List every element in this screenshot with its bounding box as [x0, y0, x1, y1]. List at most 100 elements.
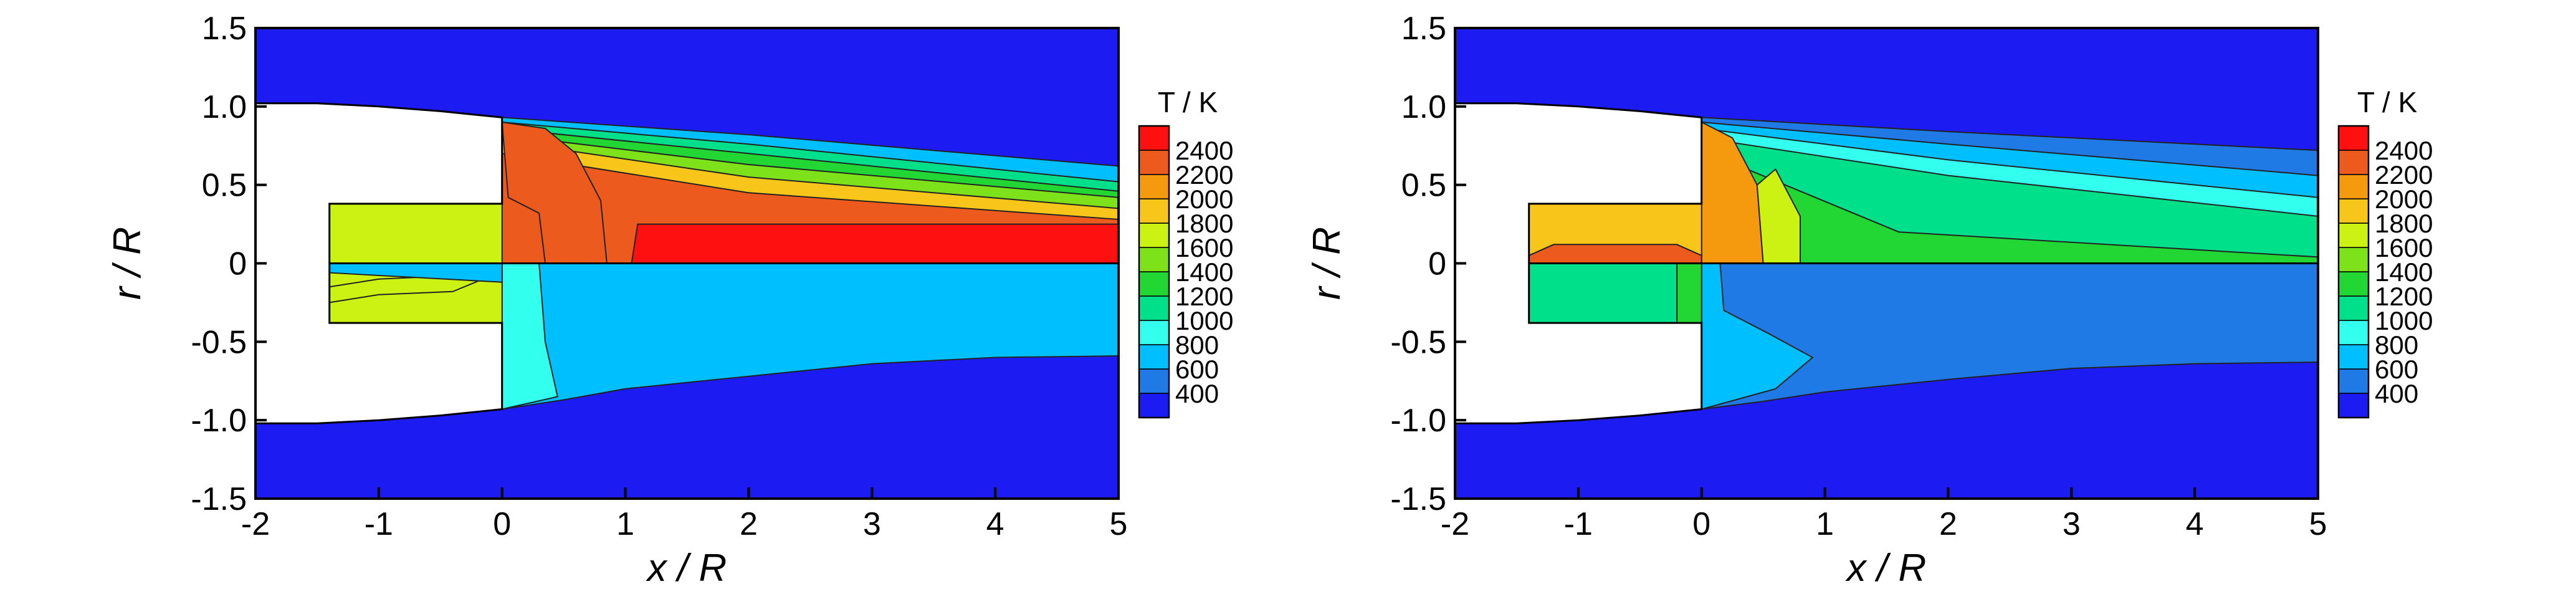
colorbar-segment	[1138, 223, 1170, 248]
colorbar-tick-label: 1600	[2375, 233, 2433, 262]
y-tick-label: -0.5	[1390, 324, 1446, 360]
contour-field	[255, 28, 1119, 499]
colorbar-segment	[2338, 223, 2369, 248]
contour-field	[1455, 28, 2318, 499]
y-tick-label: 1.5	[202, 11, 247, 47]
y-tick-label: -0.5	[191, 324, 247, 360]
y-axis-label: r / R	[1305, 227, 1348, 300]
colorbar-tick-label: 2200	[1175, 160, 1233, 189]
x-tick-label: 4	[986, 506, 1004, 542]
colorbar-segment	[2338, 247, 2369, 272]
lower-plume	[501, 262, 1119, 410]
x-tick-label: 2	[740, 506, 758, 542]
colorbar-frame	[2337, 125, 2370, 419]
x-tick-label: 1	[616, 506, 634, 542]
colorbar-tick-label: 600	[1175, 355, 1219, 384]
colorbar-title: T / K	[1158, 86, 1218, 118]
colorbar-tick-label: 400	[1175, 379, 1219, 408]
colorbar-segment	[2338, 295, 2369, 321]
colorbar-segment	[2338, 174, 2369, 199]
contour-panel-1: -2 -1 0 1 2 3 4 5 -1.5 -1.0 -0.5 0 0.5 1.0 1.5 x / R r /…	[106, 11, 1233, 589]
colorbar-segment	[1138, 174, 1170, 199]
contour-panel-2: -2 -1 0 1 2 3 4 5 -1.5 -1.0 -0.5 0 0.5 1.0 1.5 x / R r /…	[1305, 11, 2433, 589]
x-tick-label: 0	[493, 506, 511, 542]
x-tick-label: 3	[863, 506, 881, 542]
y-tick-label: 0	[229, 246, 247, 282]
nozzle-body	[1455, 102, 1703, 424]
y-tick-label: 1.0	[1401, 89, 1446, 125]
colorbar-frame	[1138, 125, 1170, 419]
nozzle-upper-fill	[328, 203, 503, 264]
x-tick-label: 5	[1110, 506, 1128, 542]
x-tick-label: 1	[1816, 506, 1834, 542]
colorbar-tick-label: 2400	[1175, 136, 1233, 165]
y-axis-label: r / R	[106, 227, 149, 300]
x-tick-label: -1	[1564, 506, 1593, 542]
colorbar-segment	[2338, 393, 2369, 418]
y-tick-label: 0.5	[202, 168, 247, 204]
x-tick-label: 4	[2186, 506, 2204, 542]
x-tick-label: -1	[365, 506, 393, 542]
colorbar-segment	[1138, 393, 1170, 418]
colorbar-tick-label: 1200	[1175, 282, 1233, 311]
lower-near-exit	[1701, 262, 1814, 410]
lower-plume	[1701, 262, 2318, 410]
upper-axis-core	[631, 223, 1119, 264]
colorbar-segment	[1138, 368, 1170, 394]
colorbar-tick-label: 800	[1175, 330, 1219, 360]
upper-mid-core	[1756, 168, 1801, 264]
x-tick-label: -2	[241, 506, 270, 542]
colorbar-segment	[1138, 198, 1170, 224]
y-tick-label: -1.0	[1390, 403, 1446, 439]
colorbar-tick-label: 1000	[1175, 306, 1233, 335]
colorbar-tick-label: 2200	[2375, 160, 2433, 189]
colorbar-tick-label: 1000	[2375, 306, 2433, 335]
colorbar-tick-label: 2000	[1175, 184, 1233, 214]
y-tick-label: 0	[1428, 246, 1446, 282]
colorbar-segment	[2338, 125, 2369, 151]
colorbar-tick-label: 800	[2375, 330, 2418, 360]
colorbar-segment	[1138, 271, 1170, 297]
nozzle-lower-cool	[1528, 262, 1678, 324]
colorbar-segment	[2338, 271, 2369, 297]
x-axis-label: x / R	[1845, 547, 1926, 589]
colorbar-segment	[1138, 295, 1170, 321]
colorbar-tick-label: 2000	[2375, 184, 2433, 214]
colorbar-segment	[2338, 368, 2369, 394]
colorbar-tick-label: 1800	[2375, 209, 2433, 238]
colorbar-title: T / K	[2357, 86, 2418, 118]
x-tick-label: 0	[1692, 506, 1710, 542]
colorbar-segment	[2338, 344, 2369, 370]
colorbar-tick-label: 1600	[1175, 233, 1233, 262]
x-axis-label: x / R	[646, 547, 727, 589]
y-tick-label: 1.0	[202, 89, 247, 125]
x-tick-label: 2	[1939, 506, 1957, 542]
colorbar-tick-label: 1400	[1175, 257, 1233, 287]
colorbar-tick-label: 1400	[2375, 257, 2433, 287]
colorbar-segment	[1138, 320, 1170, 345]
colorbar: 4006008001000120014001600180020002200240…	[2337, 86, 2433, 419]
colorbar-segment	[1138, 150, 1170, 175]
y-tick-label: -1.5	[191, 481, 247, 517]
colorbar-segment	[1138, 247, 1170, 272]
colorbar-tick-label: 1200	[2375, 282, 2433, 311]
colorbar-segment	[1138, 344, 1170, 370]
nozzle-upper-hot	[1528, 244, 1702, 264]
x-tick-label: 3	[2063, 506, 2081, 542]
colorbar-tick-label: 400	[2375, 379, 2418, 408]
colorbar: 4006008001000120014001600180020002200240…	[1138, 86, 1233, 419]
colorbar-segment	[2338, 198, 2369, 224]
nozzle-body	[255, 102, 503, 424]
colorbar-segment	[1138, 125, 1170, 151]
colorbar-segment	[2338, 150, 2369, 175]
x-tick-label: 5	[2309, 506, 2327, 542]
y-tick-label: 1.5	[1401, 11, 1446, 47]
y-tick-label: -1.0	[191, 403, 247, 439]
x-tick-label: -2	[1441, 506, 1469, 542]
colorbar-segment	[2338, 320, 2369, 345]
colorbar-tick-label: 2400	[2375, 136, 2433, 165]
y-tick-label: -1.5	[1390, 481, 1446, 517]
colorbar-tick-label: 1800	[1175, 209, 1233, 238]
colorbar-tick-label: 600	[2375, 355, 2418, 384]
